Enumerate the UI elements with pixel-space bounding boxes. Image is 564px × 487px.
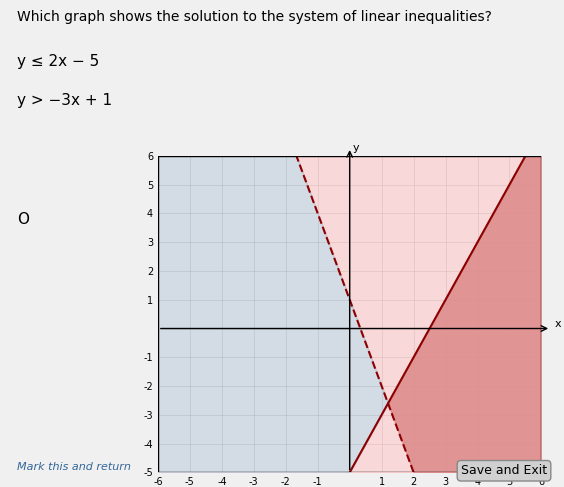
Text: Save and Exit: Save and Exit — [461, 464, 547, 477]
Text: Mark this and return: Mark this and return — [17, 462, 131, 472]
Text: y > −3x + 1: y > −3x + 1 — [17, 93, 112, 108]
Text: Which graph shows the solution to the system of linear inequalities?: Which graph shows the solution to the sy… — [17, 10, 492, 24]
Bar — [158, 156, 541, 472]
Text: y ≤ 2x − 5: y ≤ 2x − 5 — [17, 54, 99, 69]
Text: O: O — [17, 212, 29, 226]
Text: x: x — [554, 319, 561, 329]
Text: y: y — [352, 143, 359, 153]
